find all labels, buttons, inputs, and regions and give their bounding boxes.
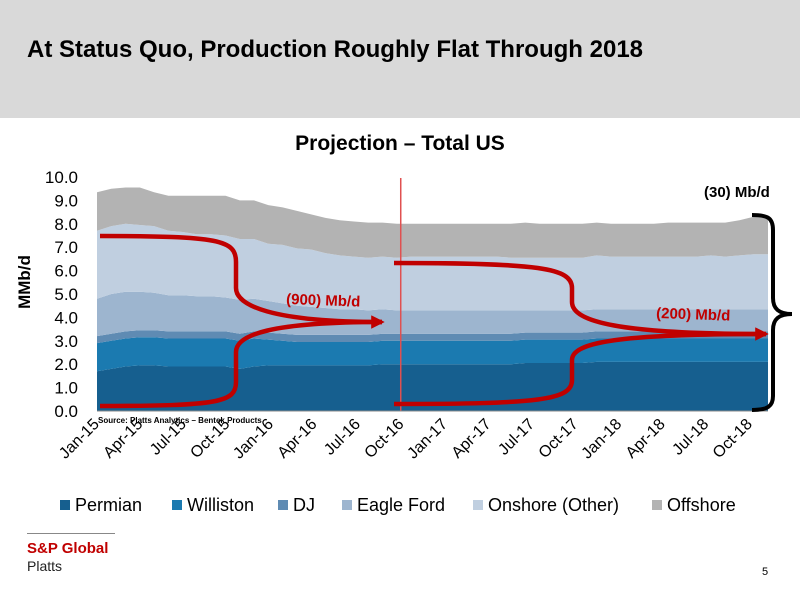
area-series-group — [97, 187, 768, 411]
brand-divider — [27, 533, 115, 534]
x-tick-label: Jan-18 — [579, 416, 626, 463]
legend-item-eagle-ford: Eagle Ford — [342, 494, 445, 516]
y-tick-label: 8.0 — [54, 215, 78, 234]
x-tick-label: Oct-17 — [536, 416, 582, 462]
annotation-900: (900) Mb/d — [286, 291, 361, 311]
legend-label-permian: Permian — [75, 494, 143, 515]
x-tick-label: Jul-17 — [495, 416, 538, 459]
area-offshore — [97, 187, 768, 258]
y-tick-label: 4.0 — [54, 308, 78, 327]
brand-subtitle: Platts — [27, 558, 63, 574]
x-tick-label: Apr-16 — [275, 416, 321, 462]
decline-arrow-2-top — [393, 260, 769, 341]
legend-label-offshore: Offshore — [667, 494, 736, 515]
x-tick-label: Apr-17 — [449, 416, 495, 462]
page-number: 5 — [762, 566, 769, 578]
decline-arrow-1-top — [99, 233, 385, 329]
decline-arrow-1-bottom — [99, 319, 383, 409]
y-tick-group: 0.0 1.0 2.0 3.0 4.0 5.0 6.0 7.0 8.0 9.0 10.0 — [45, 168, 78, 421]
y-tick-label: 3.0 — [54, 332, 78, 351]
legend-item-onshore-other: Onshore (Other) — [473, 494, 619, 516]
x-tick-label: Oct-18 — [710, 416, 756, 462]
y-tick-label: 5.0 — [54, 285, 78, 304]
area-williston — [97, 337, 768, 372]
legend: Permian Williston DJ Eagle Ford Onshore … — [60, 494, 780, 516]
legend-item-permian: Permian — [60, 494, 142, 516]
y-tick-label: 6.0 — [54, 262, 78, 281]
y-axis-label: MMb/d — [15, 255, 34, 309]
area-onshore-other — [97, 223, 768, 311]
y-tick-label: 9.0 — [54, 191, 78, 210]
slide-title: At Status Quo, Production Roughly Flat T… — [27, 36, 644, 63]
y-tick-label: 1.0 — [54, 379, 78, 398]
legend-swatch-offshore — [652, 500, 662, 510]
x-tick-label: Jul-18 — [669, 416, 712, 459]
area-dj — [97, 330, 768, 344]
y-tick-label: 2.0 — [54, 355, 78, 374]
source-note: Source: Platts Analytics – Bentek Produc… — [98, 416, 262, 425]
area-eagle-ford — [97, 291, 768, 337]
y-tick-label: 7.0 — [54, 238, 78, 257]
x-tick-label: Oct-16 — [362, 416, 408, 462]
legend-item-williston: Williston — [172, 494, 254, 516]
right-brace — [751, 213, 793, 412]
annotation-200: (200) Mb/d — [656, 305, 731, 325]
chart-title: Projection – Total US — [295, 132, 505, 155]
legend-swatch-permian — [60, 500, 70, 510]
legend-label-dj: DJ — [293, 494, 315, 515]
y-tick-label: 0.0 — [54, 402, 78, 421]
x-tick-label: Jan-15 — [56, 416, 103, 463]
legend-label-williston: Williston — [187, 494, 255, 515]
legend-swatch-eagle-ford — [342, 500, 352, 510]
x-tick-label: Apr-18 — [623, 416, 669, 462]
legend-item-offshore: Offshore — [652, 494, 736, 516]
brand-logo-text: S&P Global — [27, 540, 109, 557]
area-permian — [97, 361, 768, 411]
slide-header — [0, 0, 800, 118]
legend-swatch-onshore-other — [473, 500, 483, 510]
legend-label-onshore-other: Onshore (Other) — [488, 494, 620, 515]
annotation-30: (30) Mb/d — [704, 184, 770, 201]
decline-arrow-2-bottom — [393, 331, 767, 407]
x-tick-label: Jul-16 — [321, 416, 364, 459]
x-tick-label: Jan-17 — [404, 416, 451, 463]
legend-swatch-williston — [172, 500, 182, 510]
legend-swatch-dj — [278, 500, 288, 510]
legend-item-dj: DJ — [278, 494, 315, 516]
legend-label-eagle-ford: Eagle Ford — [357, 494, 446, 515]
y-tick-label: 10.0 — [45, 168, 78, 187]
